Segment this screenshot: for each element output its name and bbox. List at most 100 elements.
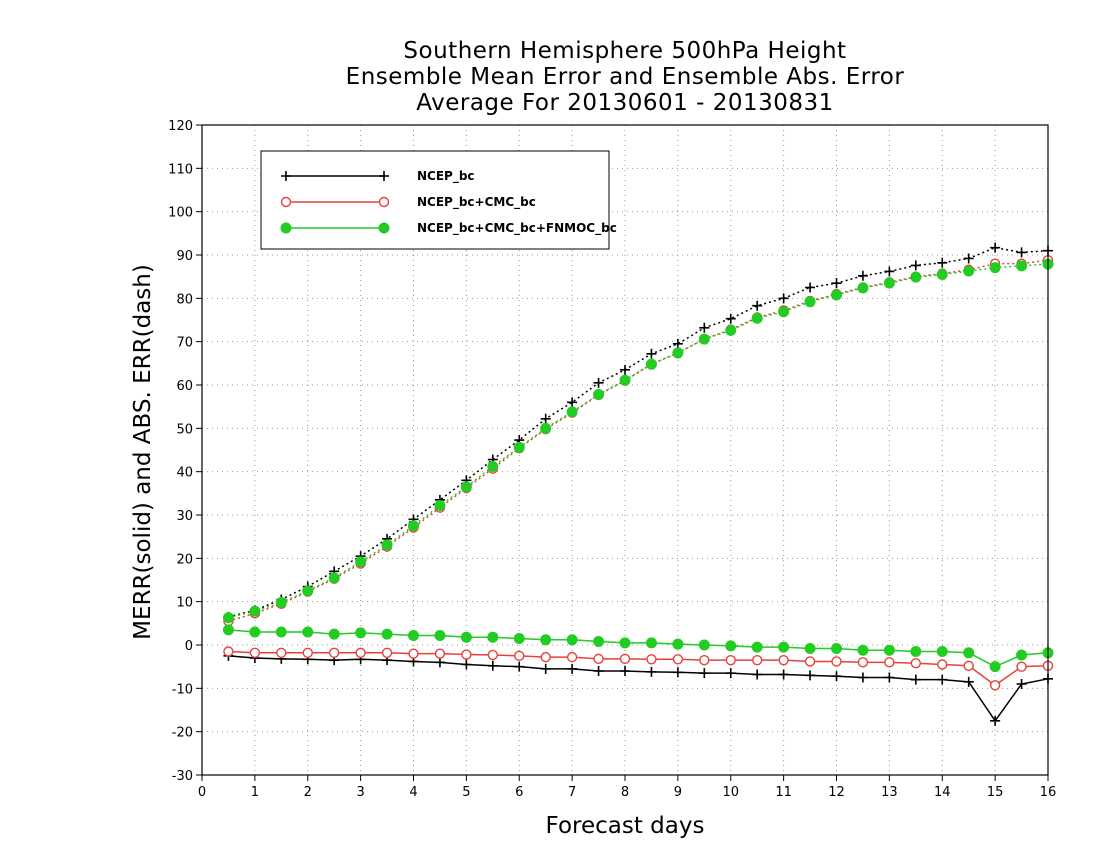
abs-err-point	[910, 260, 921, 271]
abs-err-point	[566, 406, 578, 418]
y-tick-label: 80	[176, 292, 193, 307]
abs-err-point	[778, 293, 789, 304]
merr-point	[514, 661, 525, 672]
abs-err-point	[222, 612, 234, 624]
legend: NCEP_bc NCEP_bc+CMC_bc NCEP_bc+CMC_bc+FNMO…	[260, 150, 617, 250]
merr-point	[434, 657, 445, 668]
abs-err-point	[857, 282, 869, 294]
abs-err-point	[805, 282, 816, 293]
merr-point	[593, 636, 605, 648]
merr-point	[540, 663, 551, 674]
legend-marker	[378, 222, 390, 234]
x-axis-label: Forecast days	[546, 813, 705, 839]
y-tick-label: 40	[176, 466, 193, 481]
merr-point	[672, 638, 684, 650]
merr-point	[831, 642, 842, 654]
y-tick-label: -30	[172, 769, 193, 784]
y-tick-label: -10	[172, 682, 193, 697]
merr-point	[751, 641, 763, 653]
merr-point	[751, 654, 763, 666]
abs-err-point	[513, 441, 525, 453]
x-tick-label: 11	[775, 785, 792, 800]
abs-err-point	[567, 397, 578, 408]
abs-err-line	[228, 263, 1049, 619]
series-2	[222, 258, 1054, 673]
merr-point	[223, 646, 234, 657]
chart-title-line-2: Ensemble Mean Error and Ensemble Abs. Er…	[345, 64, 905, 90]
merr-point	[804, 642, 816, 654]
series-layer	[222, 242, 1054, 726]
merr-point	[408, 648, 419, 659]
x-tick-label: 6	[515, 785, 523, 800]
merr-point	[884, 657, 895, 668]
abs-err-point	[1016, 260, 1028, 272]
merr-point	[514, 650, 525, 662]
merr-point	[990, 715, 1001, 726]
x-tick-label: 2	[304, 785, 312, 800]
merr-point	[222, 624, 234, 636]
abs-err-point	[963, 253, 974, 264]
merr-point	[302, 647, 313, 658]
merr-point	[1016, 649, 1028, 661]
merr-point	[381, 647, 393, 658]
abs-err-point	[963, 265, 975, 277]
merr-point	[593, 653, 604, 665]
merr-point	[328, 647, 340, 658]
y-axis-ticks: -30 -20 -10 0 10 20 30 40 50 60 70 80 90 100 110 120	[168, 119, 202, 784]
y-tick-label: 70	[176, 336, 193, 351]
merr-point	[619, 637, 631, 649]
x-tick-label: 9	[674, 785, 682, 800]
merr-point	[857, 644, 869, 656]
abs-err-point	[381, 539, 393, 551]
abs-err-point	[672, 347, 684, 359]
x-tick-label: 12	[828, 785, 845, 800]
merr-point	[672, 667, 683, 678]
merr-point	[699, 668, 710, 679]
abs-err-point	[408, 520, 419, 532]
abs-err-point	[990, 242, 1001, 253]
merr-line	[228, 629, 1049, 668]
x-tick-label: 3	[356, 785, 364, 800]
abs-err-point	[355, 556, 367, 568]
chart-title-line-1: Southern Hemisphere 500hPa Height	[403, 38, 847, 64]
chart-title-line-3: Average For 20130601 - 20130831	[416, 90, 834, 116]
x-tick-label: 1	[251, 785, 259, 800]
series-1	[223, 255, 1054, 691]
y-tick-label: 30	[176, 509, 193, 524]
series-0	[223, 242, 1053, 726]
merr-point	[1016, 661, 1027, 672]
merr-point	[831, 656, 842, 667]
legend-marker	[280, 196, 292, 208]
abs-err-point	[910, 271, 922, 283]
merr-point	[487, 631, 499, 643]
abs-err-point	[699, 322, 710, 333]
abs-err-point	[857, 270, 868, 281]
merr-point	[619, 653, 631, 665]
abs-err-point	[937, 257, 948, 268]
abs-err-point	[1016, 247, 1027, 258]
abs-err-point	[778, 306, 790, 318]
merr-point	[567, 663, 578, 674]
merr-point	[989, 680, 1001, 691]
merr-point	[513, 633, 525, 644]
merr-point	[778, 654, 789, 666]
merr-point	[593, 666, 604, 676]
y-tick-label: -20	[172, 726, 193, 741]
y-tick-label: 100	[168, 206, 193, 221]
abs-err-point	[804, 296, 816, 308]
y-tick-label: 10	[176, 596, 193, 611]
merr-point	[910, 658, 922, 669]
y-tick-label: 50	[176, 422, 193, 437]
merr-point	[487, 649, 499, 661]
legend-marker	[281, 171, 291, 181]
abs-err-line	[228, 246, 1049, 618]
merr-point	[963, 660, 974, 671]
merr-point	[645, 637, 657, 649]
merr-point	[963, 647, 975, 659]
abs-err-point	[593, 377, 604, 388]
legend-marker	[378, 196, 390, 208]
y-tick-label: 110	[168, 162, 193, 177]
legend-label: NCEP_bc+CMC_bc	[417, 195, 536, 210]
merr-point	[434, 648, 446, 659]
